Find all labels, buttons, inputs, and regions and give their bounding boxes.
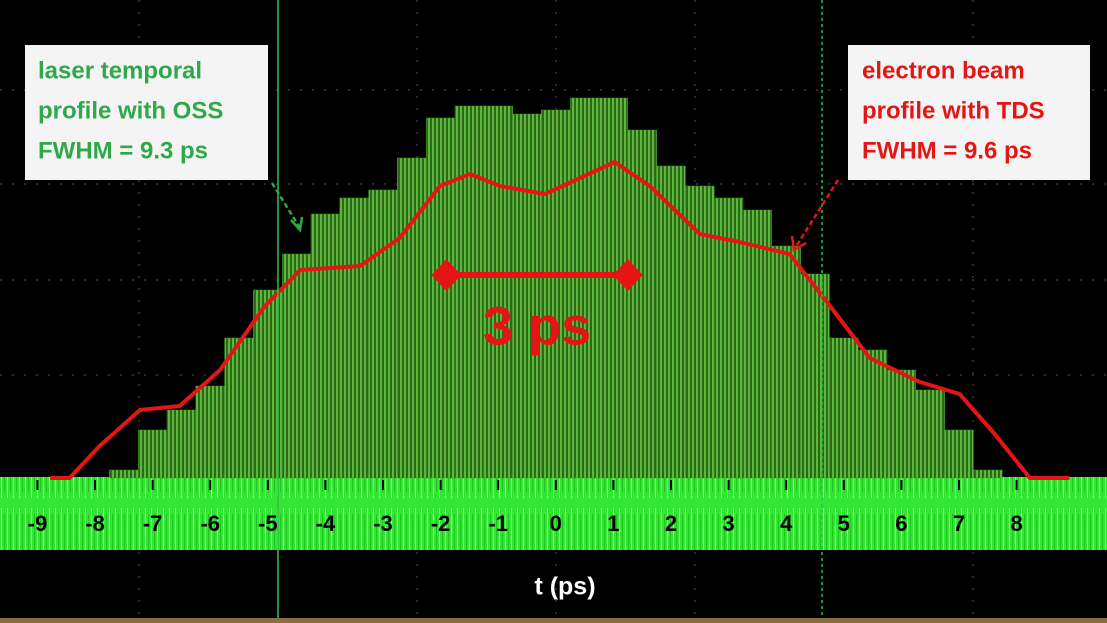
annotation-text: FWHM = 9.6 ps	[862, 137, 1032, 164]
x-tick-label: -9	[28, 511, 48, 536]
bar	[858, 350, 887, 478]
bar	[167, 410, 196, 478]
bar	[570, 98, 599, 478]
x-tick-label: -6	[200, 511, 220, 536]
bar	[282, 254, 311, 478]
x-tick-label: 3	[722, 511, 734, 536]
x-axis-label: t (ps)	[534, 573, 595, 601]
x-tick-label: -5	[258, 511, 278, 536]
bar	[685, 186, 714, 478]
x-tick-label: -3	[373, 511, 393, 536]
bar	[657, 166, 686, 478]
chart: t (ps) -9 -8 -7 -6 -5 -4 -3 -2 -1 0 1 2 3 4 5 6 7 8 laser …	[0, 0, 1107, 623]
bar	[109, 470, 138, 478]
x-tick-label: -1	[488, 511, 508, 536]
bar	[887, 370, 916, 478]
bar	[801, 274, 830, 478]
x-tick-label: 6	[895, 511, 907, 536]
bar	[196, 386, 225, 478]
bar	[340, 198, 369, 478]
x-tick-label: -4	[316, 511, 336, 536]
bar	[772, 246, 801, 478]
bar	[455, 106, 484, 478]
bar	[599, 98, 628, 478]
bar	[138, 430, 167, 478]
x-tick-label: -7	[143, 511, 163, 536]
scale-bar-label: 3 ps	[483, 296, 591, 356]
bar	[397, 158, 426, 478]
bar	[369, 190, 398, 478]
bar	[484, 106, 513, 478]
annotation-text: profile with TDS	[862, 97, 1045, 124]
bar	[829, 338, 858, 478]
x-tick-label: 0	[550, 511, 562, 536]
bar	[916, 390, 945, 478]
x-tick-label: -8	[85, 511, 105, 536]
bar	[945, 430, 974, 478]
bar	[541, 110, 570, 478]
bar	[426, 118, 455, 478]
x-tick-label: 2	[665, 511, 677, 536]
page: t (ps) -9 -8 -7 -6 -5 -4 -3 -2 -1 0 1 2 3 4 5 6 7 8 laser …	[0, 0, 1107, 623]
annotation-text: profile with OSS	[38, 97, 223, 124]
bottom-edge	[0, 618, 1107, 623]
x-tick-label: 1	[607, 511, 619, 536]
x-tick-label: 5	[838, 511, 850, 536]
x-tick-label: 8	[1010, 511, 1022, 536]
bar	[973, 470, 1002, 478]
annotation-text: laser temporal	[38, 57, 202, 84]
x-tick-label: -2	[431, 511, 451, 536]
x-tick-label: 7	[953, 511, 965, 536]
bar	[311, 214, 340, 478]
annotation-text: electron beam	[862, 57, 1025, 84]
annotation-text: FWHM = 9.3 ps	[38, 137, 208, 164]
x-tick-label: 4	[780, 511, 793, 536]
